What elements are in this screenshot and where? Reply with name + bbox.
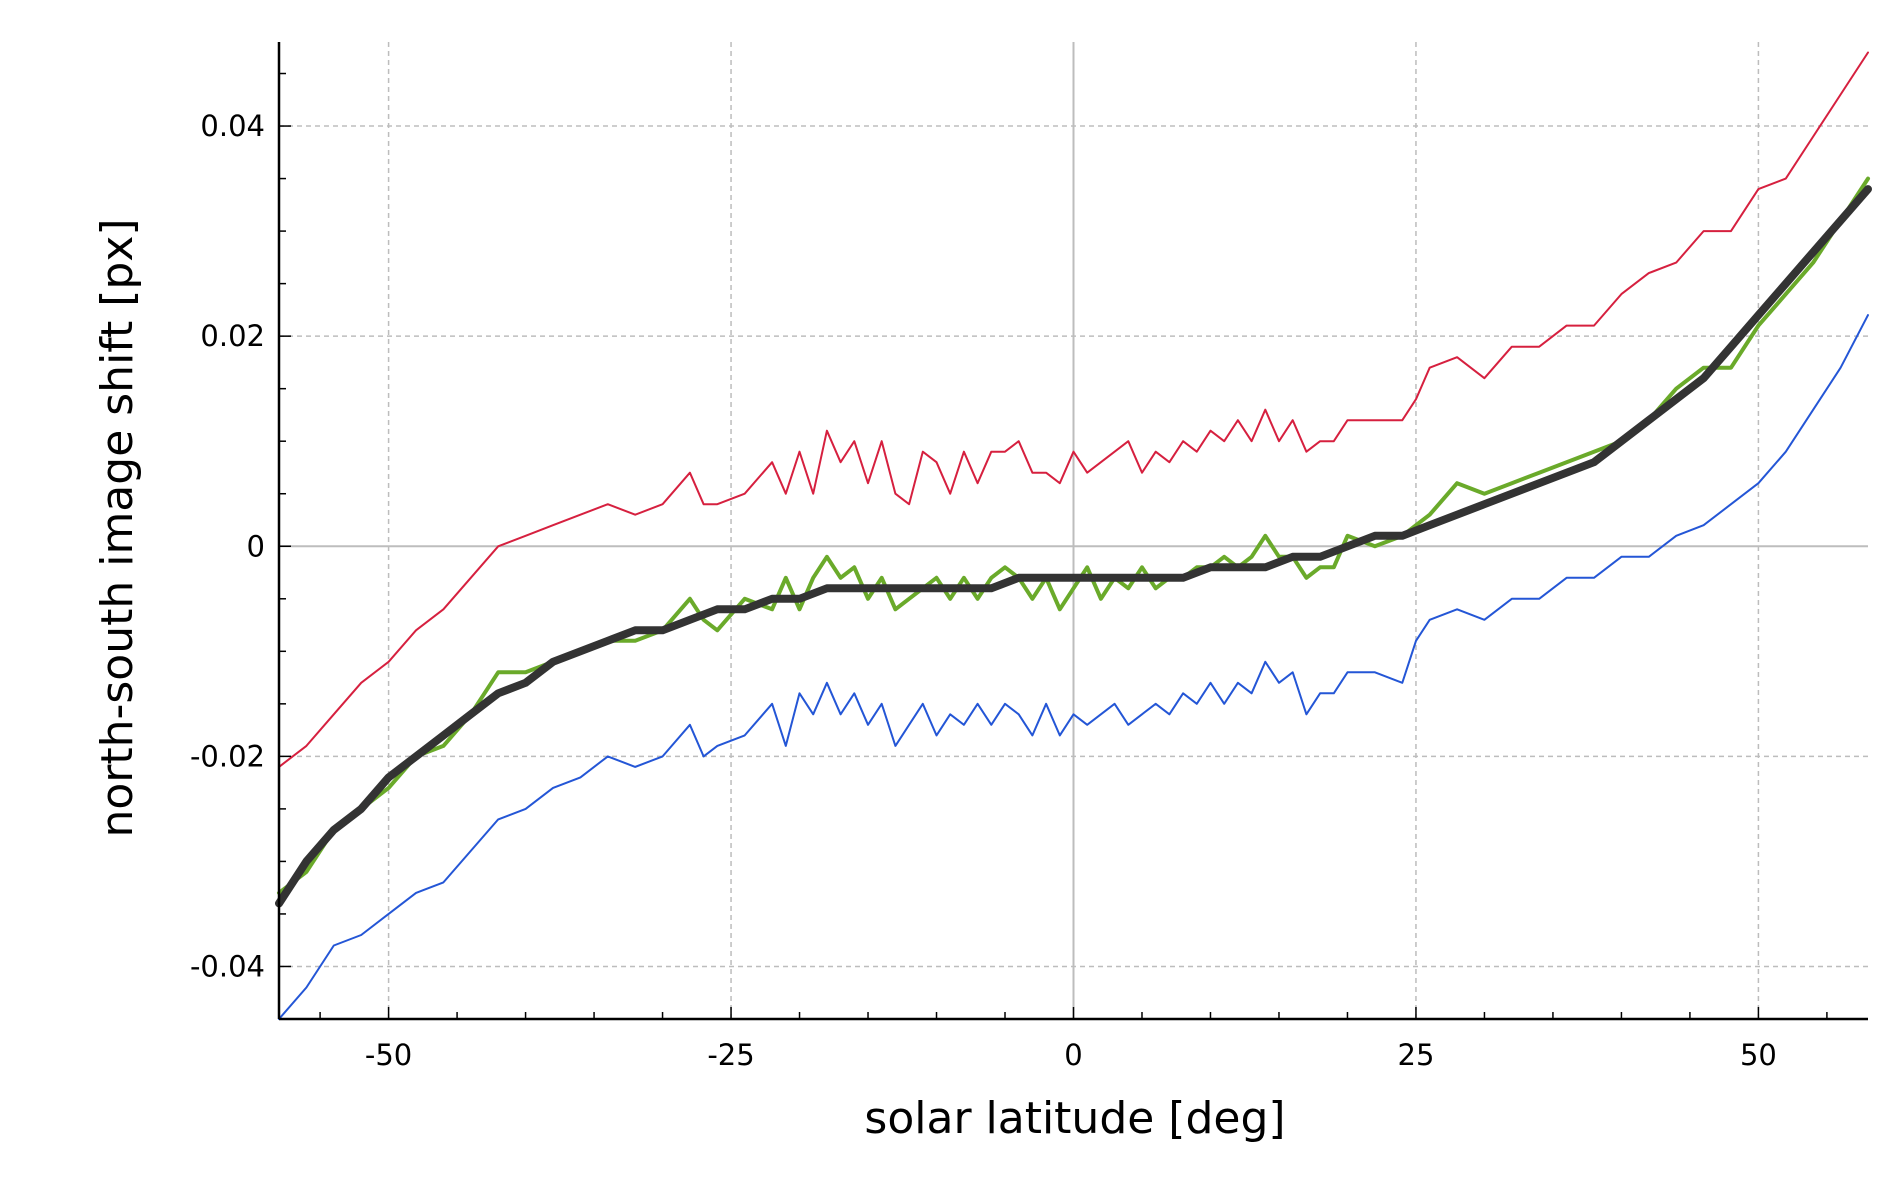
grid (279, 42, 1868, 1019)
series-line-0 (278, 51, 1869, 768)
y-tick-label-3: 0.02 (200, 319, 265, 353)
y-tick-label-4: 0.04 (200, 109, 265, 143)
ticks: -50 -25 0 25 50 -0.04 -0.02 0 0.02 0.04 (190, 72, 1828, 1072)
series-line-3 (275, 185, 1872, 908)
x-tick-label-3: 25 (1398, 1038, 1435, 1072)
y-tick-label-1: -0.02 (190, 739, 265, 773)
plot-series (275, 51, 1872, 1020)
y-tick-label-0: -0.04 (190, 949, 265, 983)
x-tick-label-2: 0 (1064, 1038, 1082, 1072)
x-axis-label: solar latitude [deg] (864, 1093, 1285, 1144)
series-line-1 (278, 314, 1869, 1020)
y-tick-label-2: 0 (247, 529, 265, 563)
series-line-2 (277, 176, 1870, 895)
x-tick-label-0: -50 (365, 1038, 412, 1072)
x-tick-label-4: 50 (1740, 1038, 1777, 1072)
y-axis-label: north-south image shift [px] (92, 218, 143, 837)
x-tick-label-1: -25 (707, 1038, 754, 1072)
